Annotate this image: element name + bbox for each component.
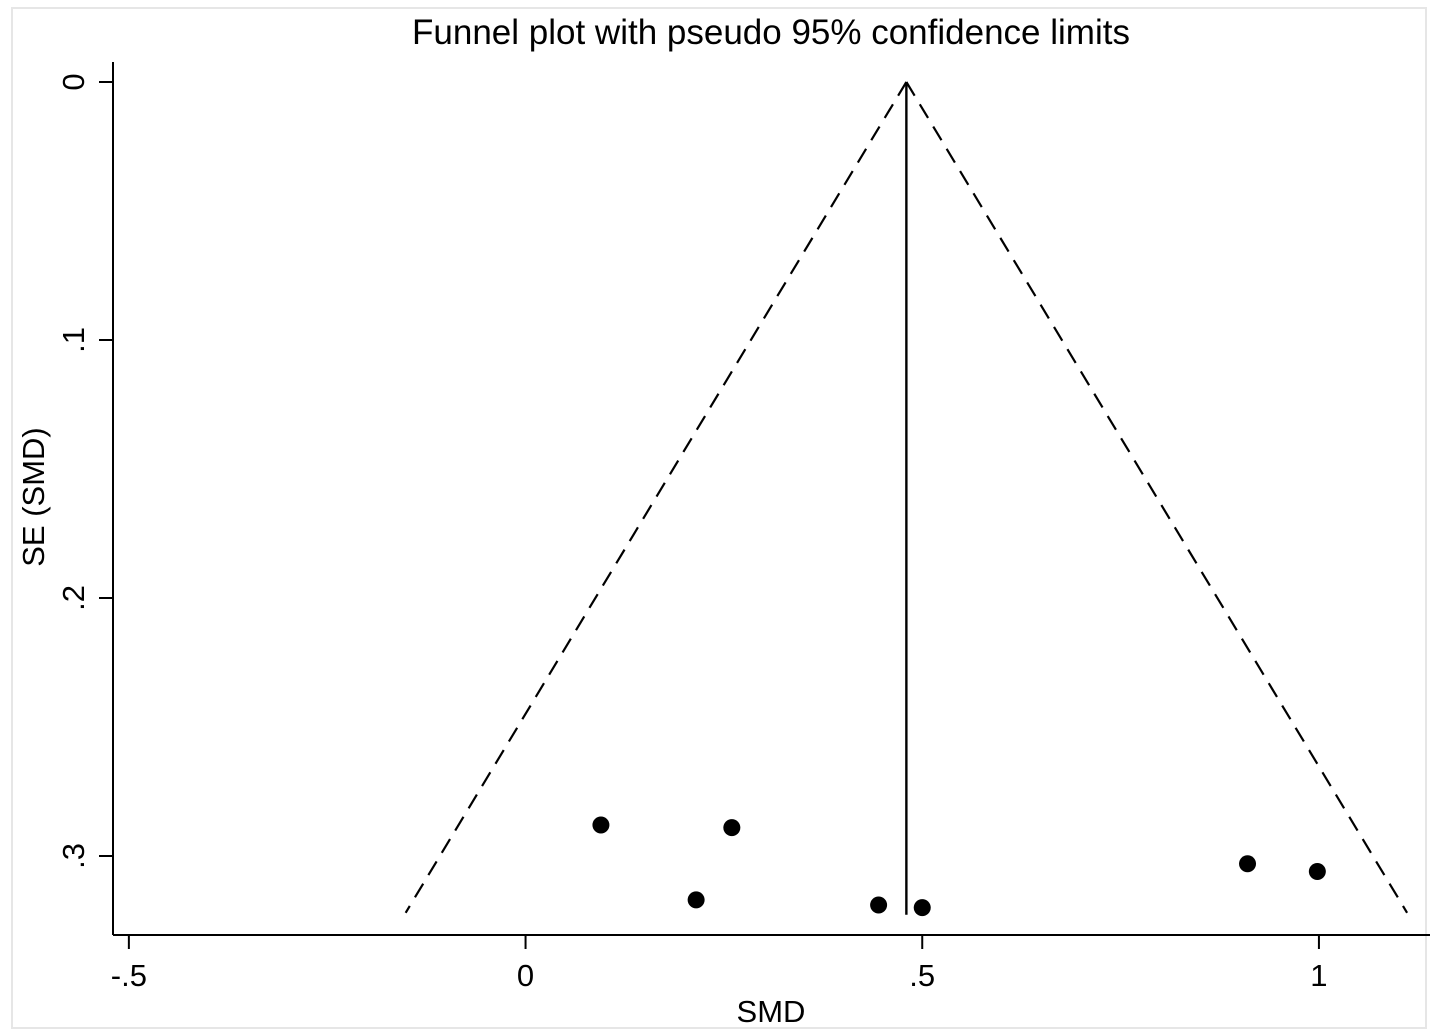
y-tick-label: 0 bbox=[56, 73, 91, 90]
lower-confidence-limit bbox=[404, 81, 908, 914]
plot-layer: 0 .1 .2 .3 -.5 0 .5 1 bbox=[56, 62, 1430, 993]
x-tick-label: .5 bbox=[909, 958, 935, 993]
y-tick-label: .1 bbox=[56, 327, 91, 353]
study-point bbox=[1239, 855, 1257, 873]
x-tick-label: 1 bbox=[1310, 958, 1327, 993]
study-point bbox=[592, 816, 610, 834]
chart-title: Funnel plot with pseudo 95% confidence l… bbox=[412, 13, 1130, 52]
y-tick-label: .2 bbox=[56, 585, 91, 611]
plot-region-border bbox=[11, 7, 1427, 1029]
upper-confidence-limit bbox=[905, 81, 1409, 914]
study-point bbox=[687, 891, 705, 909]
study-point bbox=[870, 896, 888, 914]
y-tick-label: .3 bbox=[56, 843, 91, 869]
y-axis-title: SE (SMD) bbox=[16, 427, 51, 567]
study-point bbox=[1308, 862, 1326, 880]
x-tick-label: -.5 bbox=[111, 958, 147, 993]
x-tick-label: 0 bbox=[517, 958, 534, 993]
study-point bbox=[913, 899, 931, 917]
x-axis-title: SMD bbox=[737, 994, 806, 1029]
study-point bbox=[723, 819, 741, 837]
